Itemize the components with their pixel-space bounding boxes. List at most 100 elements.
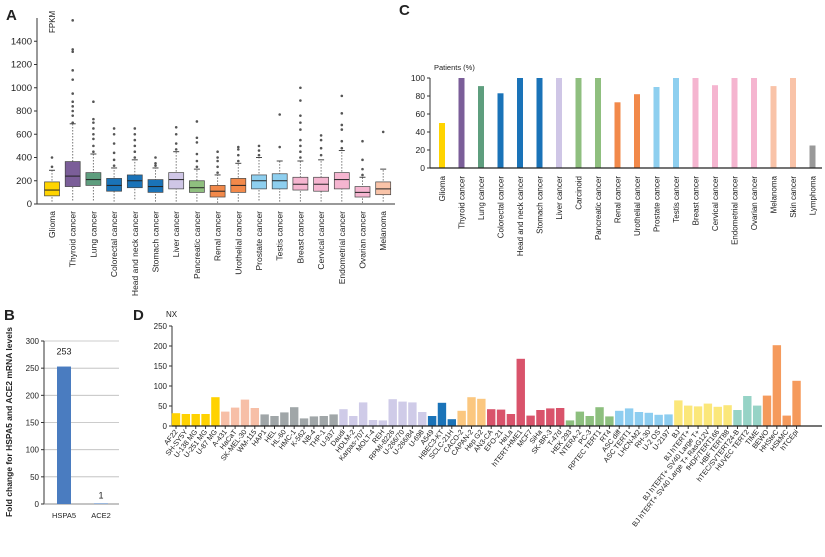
panel-d-bar xyxy=(585,416,594,426)
panel-a-outlier xyxy=(71,121,74,124)
panel-d-bar xyxy=(516,358,525,426)
panel-c-x-label: Glioma xyxy=(438,175,447,201)
panel-a-x-label: Melanoma xyxy=(378,211,388,251)
panel-d-bar xyxy=(358,402,368,426)
panel-a-outlier xyxy=(237,148,240,151)
panel-d-bar xyxy=(615,410,624,426)
panel-c-x-label: Prostate cancer xyxy=(653,176,662,232)
panel-a-outlier xyxy=(216,159,219,163)
panel-c-y-tick-label: 80 xyxy=(416,91,426,101)
panel-a-outlier xyxy=(257,153,261,157)
panel-a-x-label: Ovarian cancer xyxy=(358,211,368,269)
panel-c-bar xyxy=(692,78,699,168)
panel-c-x-label: Testis cancer xyxy=(672,176,681,223)
panel-a-outlier xyxy=(71,114,74,117)
panel-d-bar xyxy=(723,405,732,426)
panel-a-x-label: Liver cancer xyxy=(171,211,181,257)
panel-d-bar xyxy=(565,420,575,426)
panel-c-bar xyxy=(497,93,504,168)
panel-d-bar xyxy=(349,416,358,426)
panel-b-bar-chart: 0 50 100 150 200 250 300 253 HSPA5 1 ACE2 xyxy=(26,337,119,520)
panel-a-outlier xyxy=(195,136,199,140)
panel-label-c: C xyxy=(399,2,410,19)
panel-a-y-tick-label: 800 xyxy=(16,106,32,117)
panel-d-bar xyxy=(555,408,565,426)
panel-d-bar xyxy=(378,420,388,426)
panel-c-bar xyxy=(575,78,582,168)
panel-c-y-tick-label: 100 xyxy=(411,73,425,83)
panel-a-outlier xyxy=(299,144,302,148)
panel-d-bar xyxy=(703,403,713,426)
panel-a-outlier xyxy=(92,121,95,124)
panel-b-y-tick-label: 0 xyxy=(35,500,40,509)
panel-a-outlier xyxy=(133,156,137,159)
panel-a-outlier xyxy=(92,100,95,103)
panel-c-y-tick-label: 0 xyxy=(420,163,425,173)
panel-a-box xyxy=(106,178,122,192)
panel-a-outlier xyxy=(381,130,385,134)
panel-a-outlier xyxy=(340,94,344,98)
panel-d-y-tick-label: 200 xyxy=(154,342,168,351)
panel-c-bar xyxy=(653,87,660,168)
panel-a-outlier xyxy=(216,171,219,174)
panel-a-outlier xyxy=(195,152,199,156)
panel-a-outlier xyxy=(257,149,261,152)
panel-c-x-label: Carcinoid xyxy=(575,176,584,210)
panel-d-bar xyxy=(644,412,653,426)
panel-d-bar xyxy=(595,407,604,426)
panel-a-x-label: Thyroid cancer xyxy=(68,211,78,267)
panel-a-box xyxy=(375,181,392,196)
panel-a-x-label: Cervical cancer xyxy=(316,211,326,270)
panel-c-x-label: Renal cancer xyxy=(614,176,623,223)
panel-b-x-label: ACE2 xyxy=(91,511,111,520)
panel-a-x-label: Endometrial cancer xyxy=(337,211,347,284)
panel-a-outlier xyxy=(195,120,199,123)
panel-a-x-label: Colorectal cancer xyxy=(109,211,119,277)
panel-d-bar xyxy=(270,416,279,426)
panel-a-outlier xyxy=(133,144,137,148)
panel-label-d: D xyxy=(133,307,144,324)
panel-a-y-tick-label: 0 xyxy=(27,199,32,210)
panel-d-bar xyxy=(762,395,772,426)
panel-d-bar xyxy=(526,415,535,426)
panel-a-outlier xyxy=(174,148,178,151)
panel-b-y-tick-label: 250 xyxy=(26,364,40,373)
panel-d-y-tick-label: 100 xyxy=(154,382,168,391)
panel-c-y-tick-label: 40 xyxy=(416,127,426,137)
panel-a-outlier xyxy=(237,153,240,157)
panel-d-bar xyxy=(536,410,545,426)
panel-a-x-label: Testis cancer xyxy=(275,211,285,261)
panel-d-bar xyxy=(408,402,417,426)
panel-a-outlier xyxy=(299,121,302,124)
panel-a-box xyxy=(271,173,288,190)
panel-a-outlier xyxy=(92,127,95,130)
panel-d-bar xyxy=(427,416,437,426)
panel-d-bar xyxy=(329,414,338,426)
panel-d-bar xyxy=(733,410,742,426)
panel-a-outlier xyxy=(112,151,116,155)
panel-d-y-tick-label: 250 xyxy=(154,322,168,331)
panel-d-bar xyxy=(634,412,644,426)
panel-a-outlier xyxy=(361,167,364,171)
panel-a-y-tick-label: 600 xyxy=(16,129,32,140)
panel-c-x-label: Skin cancer xyxy=(789,176,798,218)
panel-a-outlier xyxy=(174,142,178,145)
panel-c-bar xyxy=(595,78,601,168)
panel-a-outlier xyxy=(299,138,302,142)
panel-d-bar xyxy=(624,408,634,426)
panel-c-x-label: Ovarian cancer xyxy=(750,176,759,231)
panel-d-bar xyxy=(752,405,762,426)
panel-d-bar xyxy=(457,410,466,426)
panel-d-bar xyxy=(299,418,309,426)
panel-c-bar xyxy=(439,123,445,168)
panel-a-y-tick-label: 1400 xyxy=(11,36,32,47)
panel-a-outlier xyxy=(71,19,74,22)
panel-a-box xyxy=(168,172,185,190)
panel-d-bar xyxy=(388,399,397,426)
panel-d-bar xyxy=(280,412,289,426)
panel-d-y-tick-label: 0 xyxy=(163,422,168,431)
panel-a-outlier xyxy=(71,92,74,95)
panel-a-outlier xyxy=(112,132,116,136)
panel-d-bar xyxy=(546,408,555,426)
